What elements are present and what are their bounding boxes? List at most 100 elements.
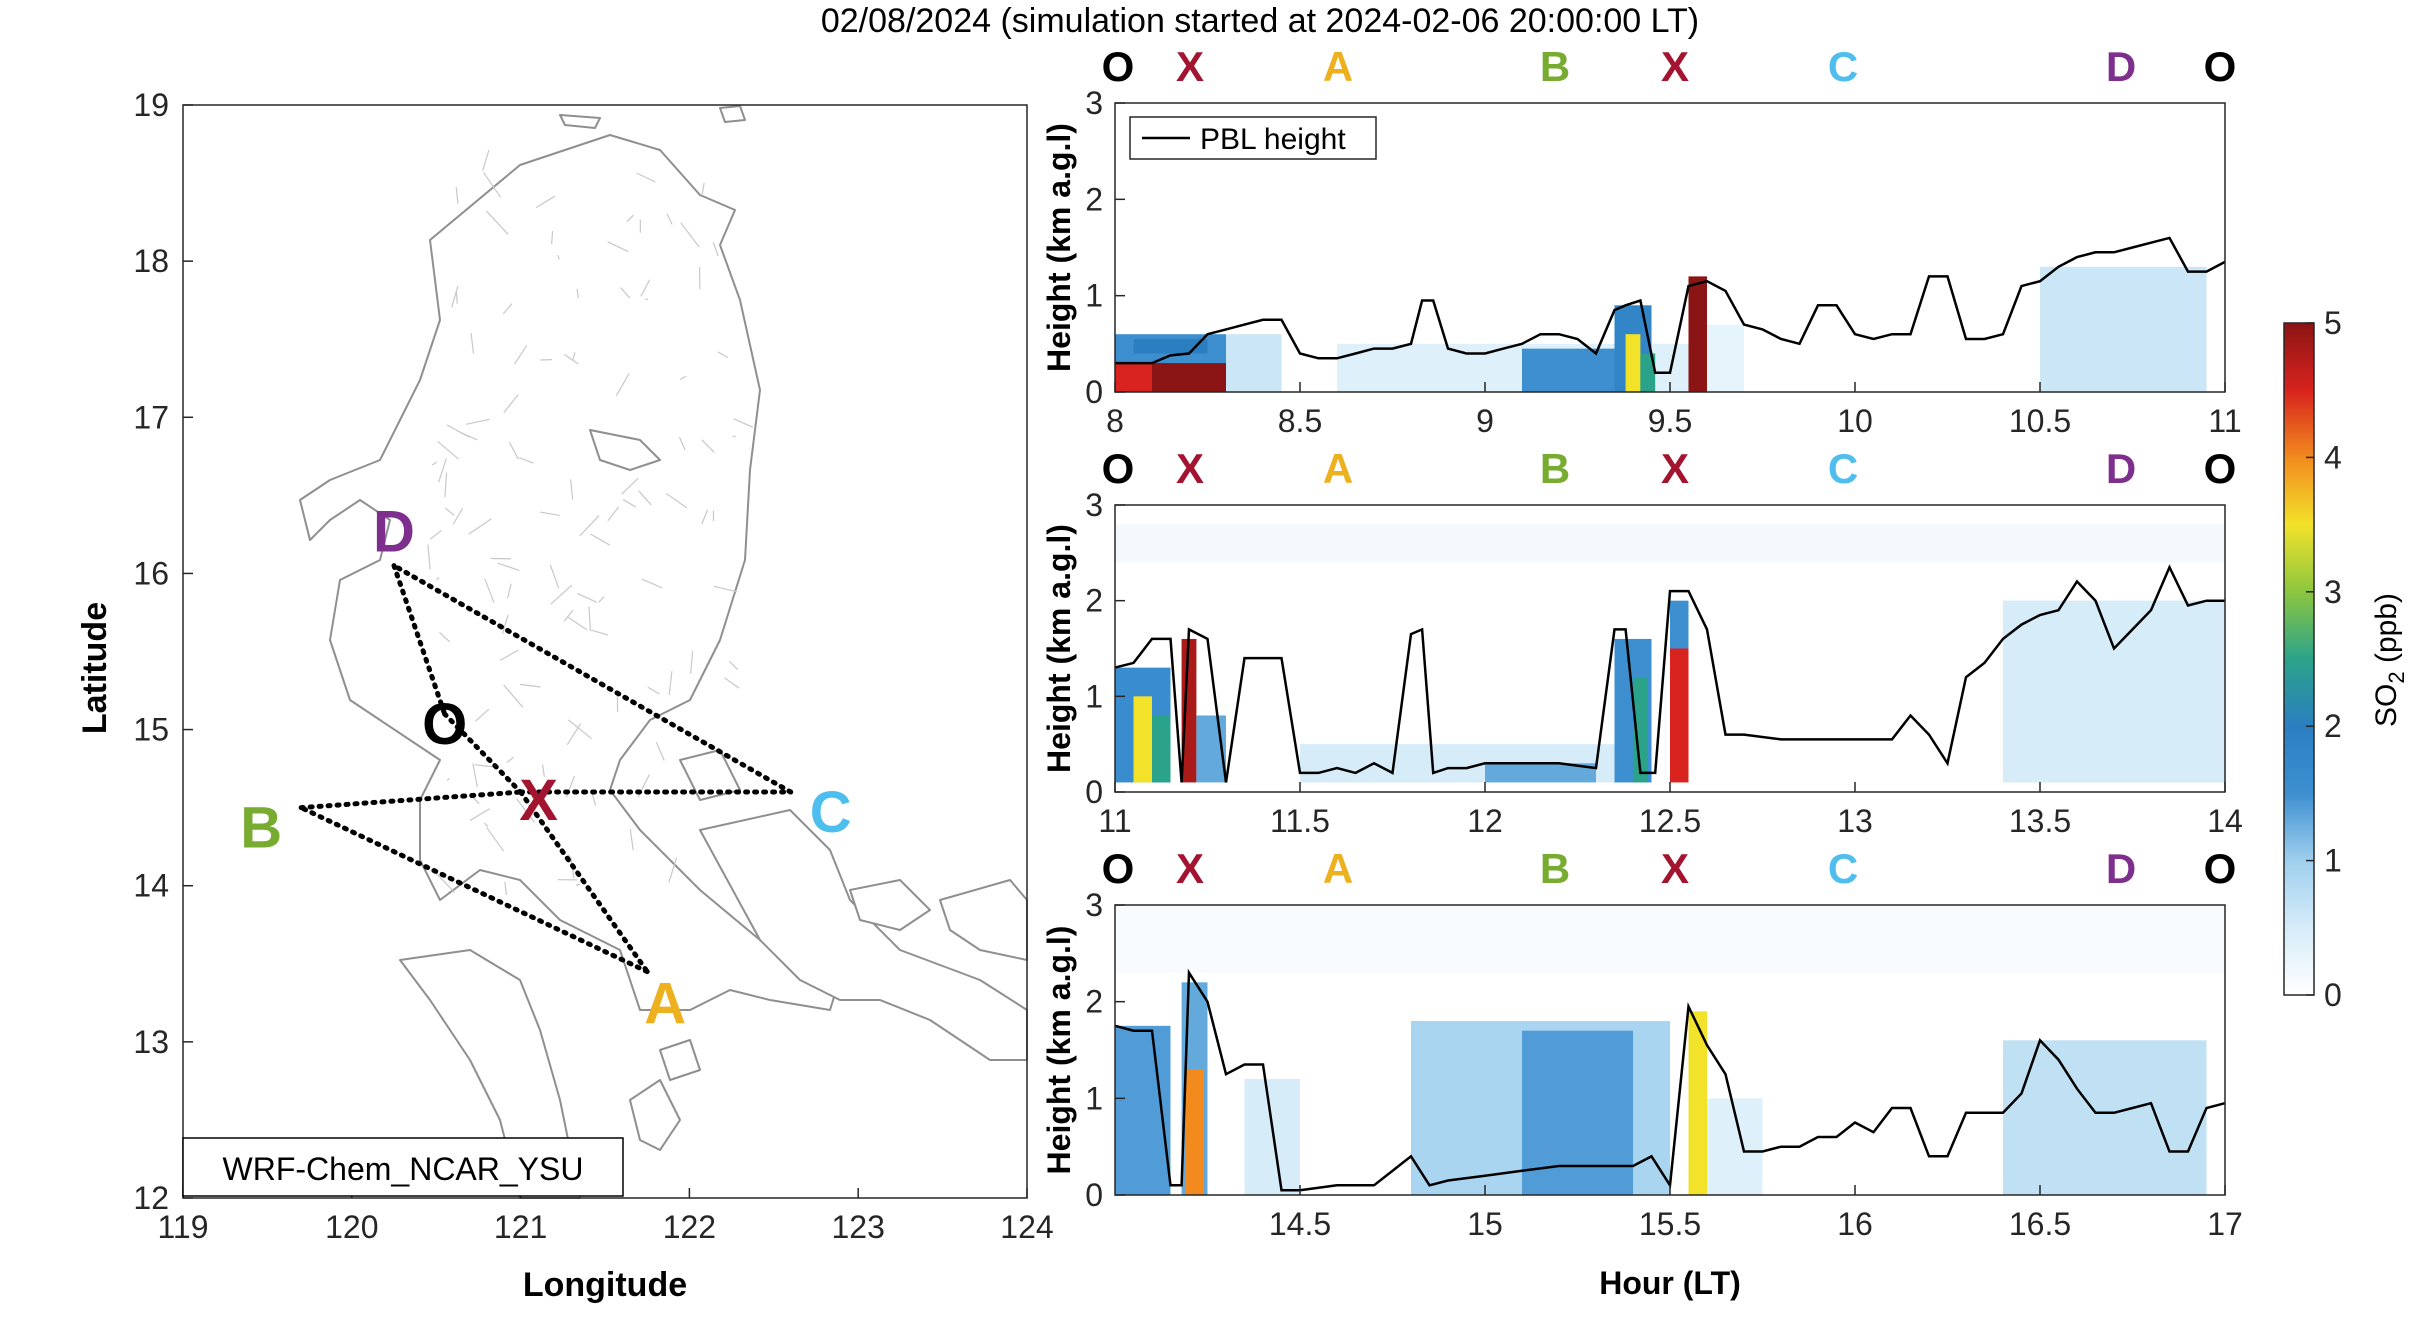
panel-ytick-label: 2 bbox=[1085, 583, 1103, 619]
route-path-X-A bbox=[518, 789, 650, 975]
admin-boundary bbox=[621, 477, 639, 495]
admin-boundary bbox=[724, 677, 740, 689]
route-letter-D: D bbox=[2106, 445, 2136, 492]
admin-boundary bbox=[728, 660, 739, 670]
colorbar-ticks: 0 1 2 3 4 5 bbox=[2306, 305, 2342, 1013]
admin-boundary bbox=[486, 827, 505, 852]
so2-cell bbox=[1115, 524, 2225, 563]
admin-boundary bbox=[567, 854, 571, 858]
so2-cell bbox=[1522, 1030, 1633, 1195]
admin-boundary bbox=[666, 213, 673, 225]
panel-ytick-label: 0 bbox=[1085, 774, 1103, 810]
colorbar-tick-label: 0 bbox=[2324, 977, 2342, 1013]
so2-cell bbox=[1522, 348, 1615, 392]
admin-boundary bbox=[472, 763, 478, 787]
route-letter-A: A bbox=[1323, 845, 1353, 892]
admin-boundary bbox=[690, 651, 694, 674]
so2-cell bbox=[2040, 266, 2207, 392]
panel-xtick-label: 11 bbox=[2208, 403, 2241, 439]
admin-boundary bbox=[444, 507, 455, 516]
admin-boundary bbox=[503, 394, 519, 414]
admin-boundary bbox=[607, 241, 629, 253]
model-label-box bbox=[182, 1137, 624, 1197]
admin-boundary bbox=[588, 606, 591, 629]
colorbar-gradient bbox=[2283, 322, 2315, 996]
so2-cell bbox=[2003, 1040, 2207, 1195]
admin-boundary bbox=[503, 684, 524, 708]
admin-boundary bbox=[485, 210, 509, 235]
panel-xtick-label: 8 bbox=[1106, 403, 1124, 439]
admin-boundary bbox=[557, 255, 560, 260]
admin-boundary bbox=[638, 490, 652, 506]
route-letter-X: X bbox=[1176, 43, 1204, 90]
panel-ytick-label: 1 bbox=[1085, 1080, 1103, 1116]
colorbar-label-sub: 2 bbox=[2384, 671, 2409, 683]
panel-xtick-label: 12.5 bbox=[1639, 803, 1701, 839]
admin-boundary bbox=[457, 430, 478, 441]
so2-cell bbox=[1670, 648, 1689, 783]
panel-ylabel: Height (km a.g.l) bbox=[1041, 123, 1077, 372]
route-letter-A: A bbox=[1323, 43, 1353, 90]
admin-boundary bbox=[519, 457, 534, 464]
so2-cell bbox=[2003, 600, 2225, 783]
route-letter-O: O bbox=[1102, 445, 1135, 492]
admin-boundary bbox=[668, 857, 678, 883]
admin-boundary bbox=[566, 723, 582, 746]
admin-boundary bbox=[499, 649, 519, 662]
so2-cell bbox=[1133, 339, 1208, 354]
route-path-O-X bbox=[442, 711, 524, 795]
admin-boundary bbox=[701, 439, 715, 453]
figure-title: 02/08/2024 (simulation started at 2024-0… bbox=[821, 2, 1699, 40]
so2-cell bbox=[1181, 638, 1197, 783]
colorbar-tick-label: 3 bbox=[2324, 574, 2342, 610]
map-ticks: 119 120 121 122 123 124 12 13 14 15 16 17 18 19 bbox=[133, 87, 1053, 1245]
admin-boundary bbox=[615, 373, 630, 397]
admin-boundary bbox=[455, 291, 458, 304]
map-ytick-label: 14 bbox=[133, 868, 169, 904]
admin-boundary bbox=[620, 287, 631, 299]
admin-boundary bbox=[506, 756, 514, 763]
map-ylabel: Latitude bbox=[76, 602, 114, 734]
admin-boundary bbox=[717, 351, 729, 359]
admin-boundary bbox=[519, 683, 541, 688]
panel-xtick-label: 16.5 bbox=[2009, 1206, 2071, 1242]
route-path-D-O bbox=[391, 563, 448, 717]
admin-boundary bbox=[626, 214, 634, 223]
panel-xtick-label: 13 bbox=[1837, 803, 1873, 839]
panel-xtick-label: 14 bbox=[2207, 803, 2243, 839]
map-point-A: A bbox=[644, 972, 686, 1037]
panel-xtick-label: 9.5 bbox=[1648, 403, 1692, 439]
route-letter-X: X bbox=[1661, 445, 1689, 492]
panel-ytick-label: 2 bbox=[1085, 984, 1103, 1020]
admin-boundary bbox=[589, 628, 609, 636]
admin-boundary bbox=[655, 741, 665, 761]
so2-field bbox=[1115, 266, 2207, 392]
admin-boundary bbox=[452, 507, 464, 525]
map-xtick-label: 119 bbox=[157, 1209, 208, 1245]
so2-cell bbox=[1640, 353, 1656, 392]
panel-xtick-label: 15 bbox=[1467, 1206, 1503, 1242]
admin-boundary bbox=[678, 436, 686, 451]
admin-boundary bbox=[641, 578, 663, 589]
admin-boundary bbox=[484, 578, 495, 603]
so2-cell bbox=[1707, 324, 1744, 392]
admin-boundary bbox=[733, 418, 754, 428]
admin-boundary bbox=[482, 172, 502, 198]
admin-boundary bbox=[701, 182, 705, 194]
route-letter-C: C bbox=[1828, 43, 1858, 90]
map-xlabel: Longitude bbox=[523, 1266, 687, 1304]
colorbar-tick-label: 5 bbox=[2324, 305, 2342, 341]
colorbar-tick-label: 1 bbox=[2324, 843, 2342, 879]
admin-boundary bbox=[427, 544, 431, 570]
admin-boundary bbox=[438, 631, 451, 643]
admin-boundary bbox=[438, 458, 447, 483]
map-xtick-label: 124 bbox=[1000, 1209, 1053, 1245]
route-letter-X: X bbox=[1661, 845, 1689, 892]
route-letter-X: X bbox=[1176, 445, 1204, 492]
admin-boundary bbox=[622, 498, 637, 508]
panel-xtick-label: 14.5 bbox=[1269, 1206, 1331, 1242]
